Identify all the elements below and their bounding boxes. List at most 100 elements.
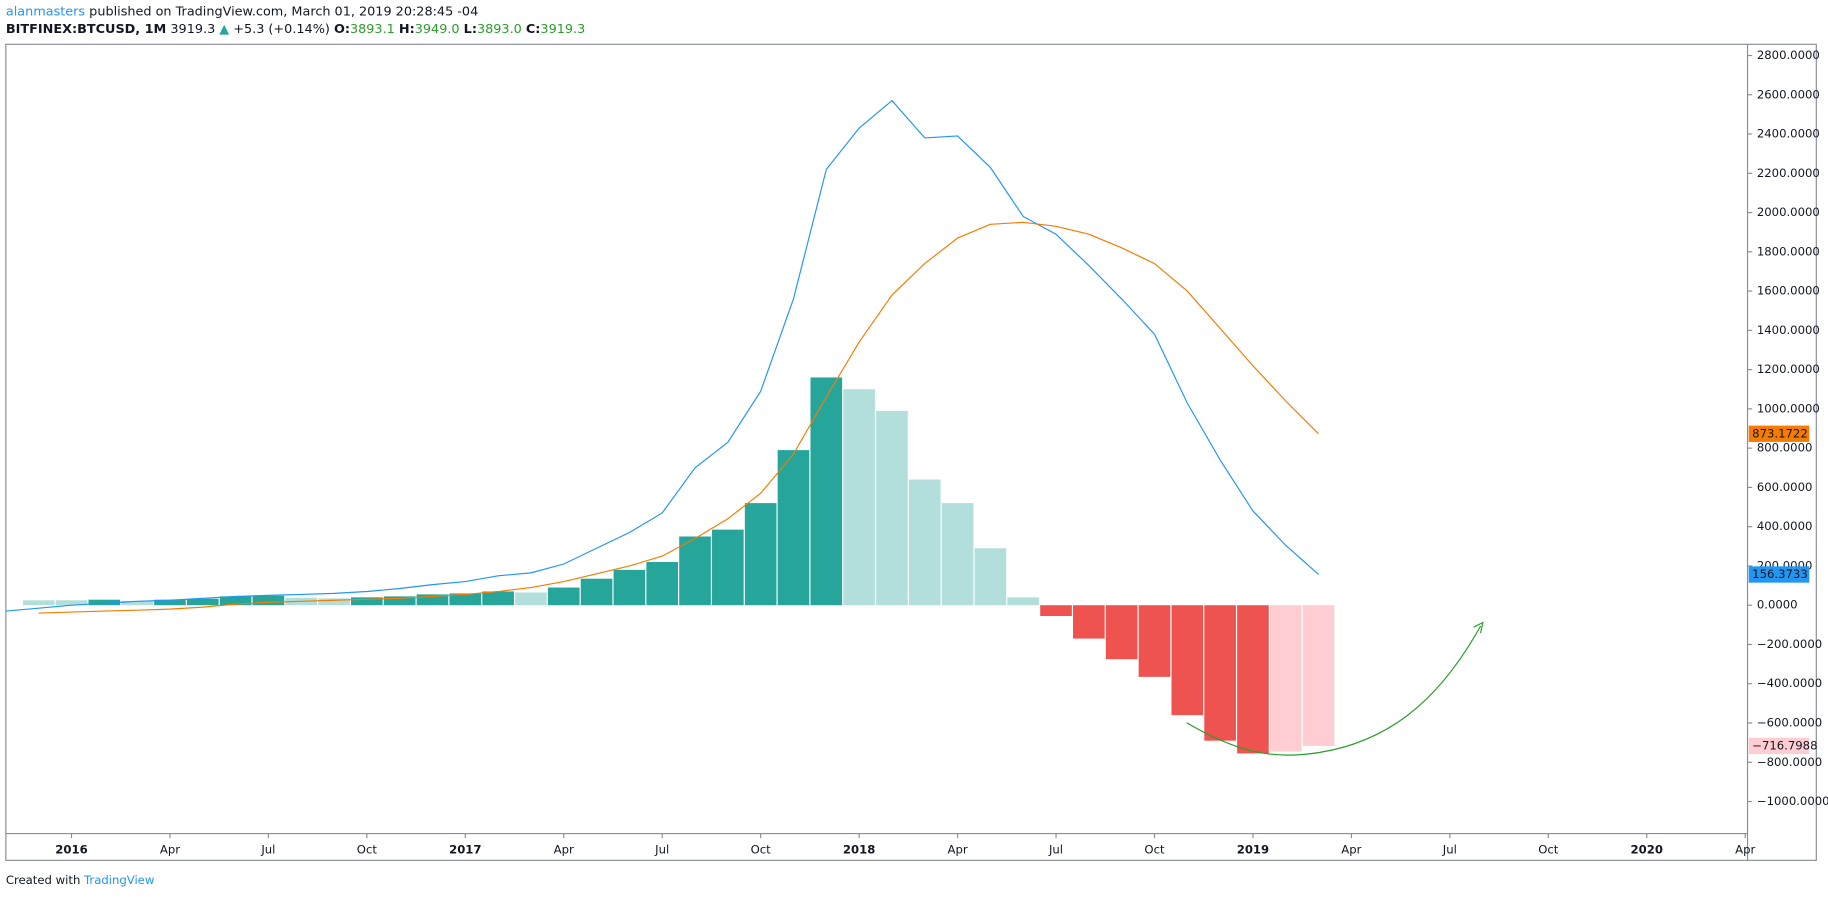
line — [5, 99, 1319, 612]
ohlc-label: C: — [526, 22, 541, 37]
ohlc-value: 3949.0 — [415, 22, 460, 37]
histogram-bar — [810, 377, 843, 606]
histogram-bar — [1007, 597, 1040, 606]
ohlc-label: O: — [334, 22, 350, 37]
x-tick-label: Apr — [160, 842, 180, 856]
y-tick-label: 1200.0000 — [1757, 362, 1820, 376]
last-value-badge: 156.3733 — [1752, 567, 1808, 581]
histogram-bar — [1237, 605, 1269, 754]
publisher[interactable]: alanmasters — [6, 4, 86, 19]
histogram-bar — [186, 598, 219, 606]
histogram-bar — [613, 569, 646, 606]
histogram-bar — [1073, 605, 1105, 639]
symbol-line: BITFINEX:BTCUSD, 1M 3919.3 ▲ +5.3 (+0.14… — [6, 22, 585, 37]
histogram-bar — [1269, 605, 1302, 752]
footer-brand[interactable]: TradingView — [83, 873, 155, 887]
histogram-bar — [449, 593, 482, 606]
x-tick-label: 2018 — [843, 842, 875, 856]
histogram-bar — [712, 529, 744, 606]
histogram-bar — [482, 591, 514, 606]
publish-line: alanmasters published on TradingView.com… — [6, 4, 478, 19]
y-tick-label: 2600.0000 — [1757, 87, 1820, 101]
x-tick-label: Apr — [1341, 842, 1361, 856]
last-value-badge-bg — [1748, 425, 1810, 442]
histogram-bar — [318, 598, 350, 606]
y-tick-label: −800.0000 — [1757, 755, 1822, 769]
ohlc-label: L: — [464, 22, 477, 37]
histogram-bar — [941, 503, 974, 606]
y-tick-label: −600.0000 — [1757, 716, 1822, 730]
histogram-bar — [416, 594, 449, 606]
histogram-bar — [908, 479, 941, 606]
histogram-bar — [1302, 605, 1335, 746]
y-tick-label: −400.0000 — [1757, 676, 1822, 690]
histogram-bar — [876, 410, 908, 606]
histogram-bar — [22, 600, 55, 606]
last: 3919.3 — [170, 22, 215, 37]
histogram-bar — [777, 450, 810, 606]
symbol: BITFINEX:BTCUSD, 1M — [6, 22, 166, 37]
histogram-bar — [843, 389, 875, 606]
histogram-bar — [55, 600, 88, 606]
last-value-badge-bg — [1748, 737, 1810, 755]
x-tick-label: 2019 — [1237, 842, 1269, 856]
histogram-bar — [1105, 605, 1138, 660]
histogram-bar — [154, 599, 186, 606]
histogram-bar — [744, 503, 777, 606]
y-tick-label: 2800.0000 — [1757, 48, 1820, 62]
histogram-bar — [219, 596, 252, 606]
y-tick-label: 2000.0000 — [1757, 205, 1820, 219]
histogram-bar — [974, 548, 1007, 606]
y-tick-label: 1600.0000 — [1757, 284, 1820, 298]
x-tick-label: Oct — [357, 842, 378, 856]
x-tick-label: Jul — [1048, 842, 1063, 856]
x-tick-label: 2020 — [1631, 842, 1663, 856]
histogram-bar — [121, 600, 153, 606]
ohlc-label: H: — [399, 22, 415, 37]
x-tick-label: Jul — [260, 842, 275, 856]
histogram-bar — [679, 536, 711, 606]
x-tick-label: Oct — [1538, 842, 1559, 856]
histogram-bar — [1204, 605, 1236, 741]
x-tick-label: Jul — [654, 842, 669, 856]
ohlc-value: 3893.1 — [350, 22, 395, 37]
x-tick-label: Apr — [554, 842, 574, 856]
histogram-bar — [88, 599, 121, 606]
x-tick-label: 2017 — [449, 842, 481, 856]
histogram-bar — [1040, 605, 1072, 617]
histogram-bar — [515, 592, 547, 606]
y-tick-label: 800.0000 — [1757, 441, 1813, 455]
y-tick-label: 400.0000 — [1757, 519, 1813, 533]
histogram-bar — [1138, 605, 1171, 677]
last-value-badge-bg — [1748, 566, 1810, 583]
histogram-bar — [1171, 605, 1204, 716]
arrow: ▲ — [219, 22, 229, 37]
x-tick-label: Jul — [1442, 842, 1457, 856]
last-value-badge: −716.7988 — [1752, 738, 1817, 752]
y-tick-label: −200.0000 — [1757, 637, 1822, 651]
x-tick-label: Oct — [751, 842, 772, 856]
x-tick-label: Apr — [948, 842, 968, 856]
y-tick-label: 2400.0000 — [1757, 127, 1820, 141]
y-tick-label: 1000.0000 — [1757, 401, 1820, 415]
line — [38, 221, 1319, 614]
histogram-bar — [580, 578, 613, 606]
y-tick-label: 600.0000 — [1757, 480, 1813, 494]
histogram-bar — [252, 595, 285, 606]
y-tick-label: 0.0000 — [1757, 598, 1798, 612]
ohlc-value: 3919.3 — [540, 22, 585, 37]
arrow-head — [1473, 621, 1484, 634]
x-tick-label: 2016 — [55, 842, 87, 856]
footer: Created with TradingView — [6, 873, 155, 887]
annotation-arrow — [1186, 625, 1482, 756]
frame — [5, 43, 1817, 861]
published: published on TradingView.com, March 01, … — [89, 4, 478, 19]
footer-created: Created with — [6, 873, 80, 887]
y-tick-label: −1000.0000 — [1757, 794, 1828, 808]
y-tick-label: 1400.0000 — [1757, 323, 1820, 337]
y-tick-label: 1800.0000 — [1757, 244, 1820, 258]
y-tick-label: 2200.0000 — [1757, 166, 1820, 180]
histogram-bar — [383, 596, 416, 606]
last-value-badge: 873.1722 — [1752, 426, 1808, 440]
